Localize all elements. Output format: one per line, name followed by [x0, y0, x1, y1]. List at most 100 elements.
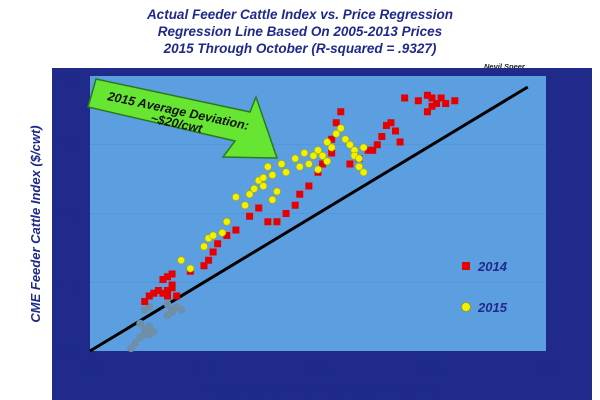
annotation-arrow-shape [87, 78, 279, 159]
point-2014 [164, 292, 172, 300]
point-2014 [273, 218, 281, 226]
point-2015 [291, 154, 300, 163]
point-2014 [423, 91, 431, 99]
point-2015 [355, 162, 363, 171]
point-2014 [223, 232, 231, 239]
point-2014 [364, 146, 372, 154]
y-tick-label: 250 [58, 69, 80, 84]
point-2015 [268, 171, 277, 179]
x-tick-label: 175 [193, 362, 215, 377]
point-2015 [263, 162, 272, 171]
point-2015 [323, 138, 332, 146]
legend-label-2014: 2014 [477, 259, 508, 274]
point-2015 [245, 190, 254, 199]
point-2014 [328, 149, 336, 157]
point-2015 [304, 160, 313, 168]
point-2014 [145, 292, 153, 300]
point-2014 [159, 289, 167, 297]
point-2014 [154, 287, 162, 294]
point-2015 [218, 228, 227, 237]
title-line-1: Actual Feeder Cattle Index vs. Price Reg… [146, 7, 454, 22]
point-2014 [423, 108, 431, 116]
x-axis-title: Feeder Cattle Price Regression ($/cwt) [200, 381, 437, 396]
point-prior-years [145, 322, 154, 331]
point-2014 [369, 146, 377, 154]
point-2014 [332, 119, 340, 127]
point-2014 [209, 248, 217, 256]
point-2015 [273, 187, 281, 196]
point-2014 [382, 122, 390, 129]
point-2015 [259, 182, 268, 190]
legend-marker-2015 [461, 302, 471, 312]
y-tick-label: 175 [58, 277, 80, 292]
point-prior-years [177, 305, 186, 314]
point-2014 [433, 100, 441, 107]
point-2015 [209, 231, 218, 240]
x-tick-label: 200 [307, 362, 329, 377]
point-prior-years [127, 344, 135, 353]
point-2014 [396, 138, 404, 146]
point-2014 [214, 240, 222, 248]
tick-labels: 150 175 200 225 250 150 175 200 225 250 [58, 69, 557, 377]
x-tick-label: 225 [421, 362, 443, 377]
point-2014 [428, 94, 436, 102]
point-2014 [346, 160, 354, 168]
point-2015 [222, 217, 231, 226]
point-2014 [442, 100, 450, 107]
point-2015 [332, 129, 341, 138]
legend-marker-2014 [462, 262, 470, 270]
point-2015 [327, 143, 336, 152]
point-2015 [282, 168, 290, 177]
point-2014 [150, 289, 158, 297]
y-tick-label: 200 [58, 206, 80, 221]
point-2014 [164, 273, 172, 281]
point-2014 [437, 94, 445, 102]
point-prior-years [168, 305, 176, 314]
point-2014 [168, 281, 176, 289]
title-line-3: 2015 Through October (R-squared = .9327) [163, 41, 437, 56]
point-2015 [341, 135, 350, 144]
point-2015 [200, 242, 208, 251]
y-tick-label: 225 [58, 135, 80, 150]
point-2014 [387, 119, 395, 127]
point-2015 [295, 162, 304, 171]
point-2014 [328, 135, 336, 143]
point-2015 [268, 195, 277, 204]
point-2015 [355, 154, 363, 163]
point-2015 [177, 256, 186, 265]
point-2014 [173, 292, 181, 300]
point-prior-years [131, 338, 140, 347]
title-line-2: Regression Line Based On 2005-2013 Price… [157, 24, 443, 39]
point-2014 [451, 97, 459, 105]
point-2015 [314, 146, 322, 155]
point-2014 [373, 141, 381, 149]
point-2015 [318, 151, 327, 160]
point-2015 [250, 184, 259, 193]
chart-title: Actual Feeder Cattle Index vs. Price Reg… [0, 6, 600, 57]
point-2015 [336, 124, 345, 133]
point-2014 [200, 262, 208, 270]
point-2014 [337, 108, 345, 116]
point-2015 [359, 168, 368, 177]
point-2014 [264, 218, 272, 226]
point-2015 [277, 160, 286, 168]
point-prior-years [163, 300, 172, 309]
point-2014 [378, 133, 386, 140]
regression-line-group [89, 85, 529, 353]
y-axis-title: CME Feeder Cattle Index ($/cwt) [28, 125, 43, 322]
y-tick-label: 150 [58, 344, 80, 359]
point-2014 [319, 160, 327, 168]
point-prior-years [136, 319, 145, 328]
legend-label-2015: 2015 [477, 300, 508, 315]
point-2014 [164, 287, 172, 294]
point-2014 [255, 204, 263, 212]
point-2015 [186, 264, 195, 273]
point-2014 [428, 102, 436, 110]
point-2014 [246, 212, 254, 220]
point-prior-years [149, 327, 158, 336]
x-tick-label: 150 [79, 362, 101, 377]
point-2014 [392, 127, 400, 135]
x-tick-label: 250 [535, 362, 557, 377]
point-2014 [414, 97, 422, 105]
